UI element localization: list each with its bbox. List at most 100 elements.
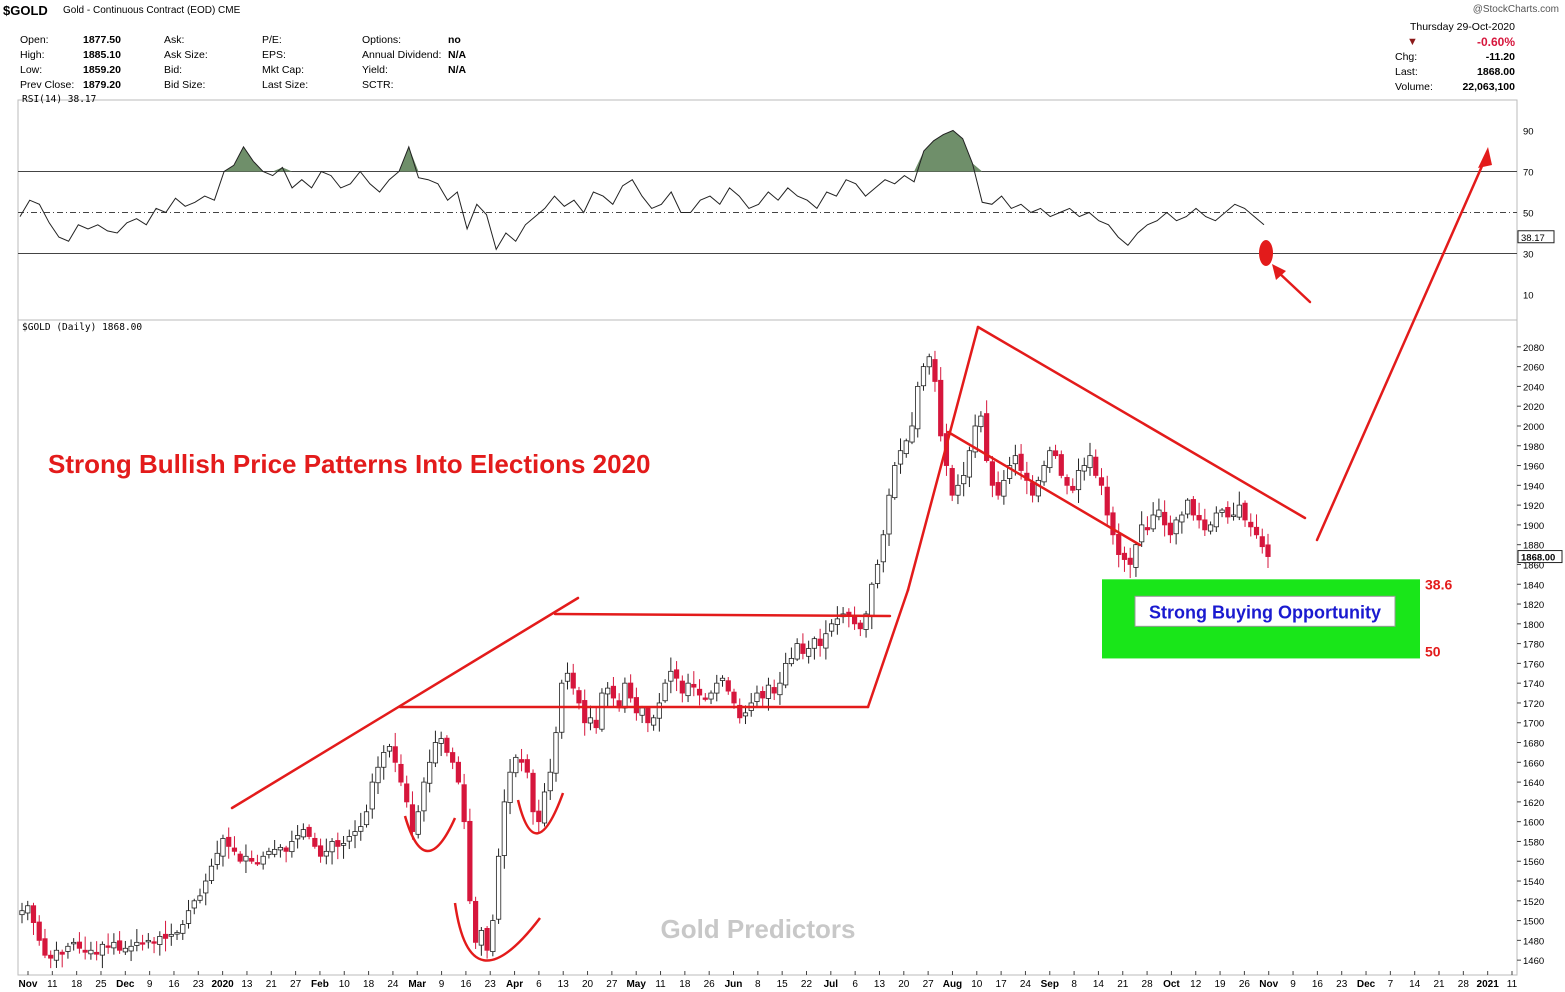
candle-body: [880, 534, 886, 563]
candle-body: [1162, 511, 1168, 526]
price-tick-label: 1600: [1523, 818, 1544, 829]
candle-body: [1207, 524, 1214, 532]
candle-body: [438, 738, 444, 744]
candle-body: [1018, 453, 1024, 471]
x-tick-label: 13: [558, 979, 570, 990]
channel-lower: [946, 430, 1142, 547]
candle-body: [874, 564, 881, 584]
x-tick-label: 23: [1336, 979, 1348, 990]
x-tick-label: Feb: [311, 979, 329, 990]
candle-body: [788, 658, 795, 665]
target-arrow-line: [1315, 155, 1488, 542]
chart-header: $GOLD Gold - Continuous Contract (EOD) C…: [0, 0, 1565, 20]
x-tick-label: 14: [1093, 979, 1105, 990]
stat-key: High:: [20, 49, 45, 61]
x-tick-label: 13: [241, 979, 253, 990]
candle-body: [272, 848, 278, 855]
candle-body: [145, 939, 151, 943]
stockcharts-brand[interactable]: @StockCharts.com: [1472, 4, 1559, 15]
candle-body: [237, 853, 243, 862]
quote-date: Thursday 29-Oct-2020: [1409, 21, 1515, 33]
candle-body: [685, 682, 691, 697]
candle-body: [823, 633, 829, 649]
candle-body: [478, 930, 484, 946]
candle-body: [995, 482, 1001, 496]
x-tick-label: Dec: [116, 979, 135, 990]
candle-body: [1253, 526, 1260, 536]
candle-body: [771, 687, 777, 694]
stat-key: Open:: [20, 34, 49, 46]
x-tick-label: 8: [1071, 979, 1077, 990]
stat-key: EPS:: [262, 49, 286, 61]
candle-body: [346, 836, 352, 842]
price-tick-label: 2020: [1523, 402, 1544, 413]
x-tick-label: 23: [485, 979, 497, 990]
price-tick-label: 2040: [1523, 382, 1544, 393]
x-tick-label: Nov: [19, 979, 38, 990]
candle-body: [162, 933, 169, 939]
x-tick-label: 14: [1409, 979, 1421, 990]
candle-body: [1219, 509, 1225, 513]
candle-body: [1236, 504, 1242, 518]
x-tick-label: 9: [1290, 979, 1296, 990]
x-tick-label: 6: [536, 979, 542, 990]
stat-key: Ask Size:: [164, 49, 208, 61]
candle-body: [765, 684, 772, 699]
resistance-line: [553, 612, 892, 618]
x-tick-label: 9: [147, 979, 153, 990]
price-value-tag-text: 1868.00: [1521, 553, 1555, 564]
watermark-text: Gold Predictors: [660, 914, 855, 944]
candle-body: [1052, 450, 1059, 457]
rsi-tick-label: 90: [1523, 127, 1534, 138]
candle-body: [48, 954, 54, 959]
candle-body: [1139, 524, 1145, 543]
price-tick-label: 1860: [1523, 560, 1544, 571]
candle-body: [857, 622, 863, 630]
price-tick-label: 1900: [1523, 521, 1544, 532]
candle-body: [1179, 514, 1185, 523]
candle-body: [806, 648, 812, 657]
candle-body: [834, 618, 840, 625]
candle-body: [312, 837, 318, 847]
instrument-description: Gold - Continuous Contract (EOD) CME: [63, 5, 241, 16]
candle-body: [754, 692, 760, 702]
candle-body: [897, 450, 904, 465]
x-tick-label: Mar: [408, 979, 426, 990]
candle-body: [1035, 479, 1041, 497]
rsi-overbought-fill: [914, 130, 983, 172]
price-tick-label: 1880: [1523, 541, 1544, 552]
x-tick-label: 16: [460, 979, 472, 990]
candle-body: [283, 847, 289, 852]
breakout-line: [866, 588, 910, 709]
candle-body: [277, 846, 283, 851]
stat-key: SCTR:: [362, 79, 394, 91]
candle-body: [708, 692, 714, 700]
stat-value: 1859.20: [83, 64, 121, 76]
candle-body: [651, 717, 657, 726]
candle-body: [576, 690, 582, 704]
candle-body: [1190, 499, 1196, 516]
candle-body: [536, 810, 542, 823]
x-tick-label: 24: [387, 979, 399, 990]
candle-body: [473, 900, 479, 943]
candle-body: [1127, 557, 1133, 565]
rsi-arrow-line: [1276, 270, 1312, 304]
price-label: $GOLD (Daily) 1868.00: [22, 322, 142, 333]
stat-value: N/A: [448, 64, 467, 76]
price-tick-label: 1980: [1523, 442, 1544, 453]
candle-body: [317, 845, 324, 857]
candle-body: [30, 905, 37, 923]
candle-body: [915, 386, 921, 430]
candle-body: [610, 685, 617, 699]
candle-body: [949, 468, 955, 496]
candle-body: [760, 690, 766, 699]
x-tick-label: 28: [1458, 979, 1470, 990]
candle-body: [455, 761, 461, 783]
candle-body: [984, 413, 990, 462]
candle-body: [507, 771, 513, 803]
price-panel: 1460 1480 1500 1520 1540 1560 1580 1600 1620 1640…: [17, 319, 1563, 976]
candle-body: [811, 638, 817, 649]
stat-key: Options:: [362, 34, 402, 46]
candle-body: [381, 752, 387, 768]
x-tick-label: Jun: [725, 979, 743, 990]
